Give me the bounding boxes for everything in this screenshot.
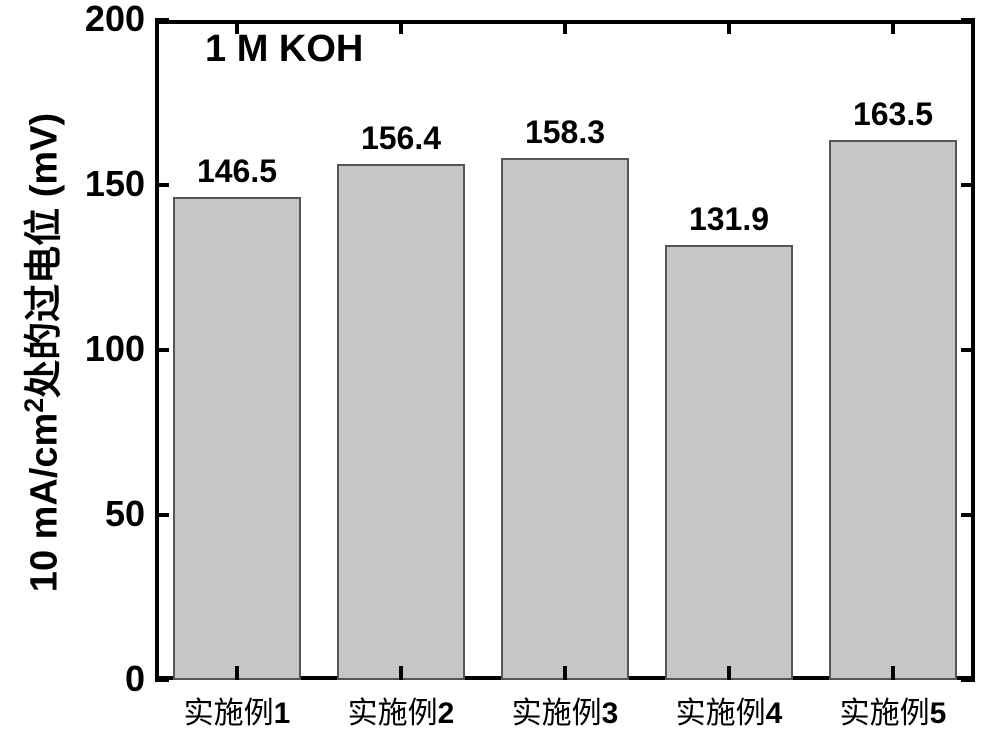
x-tick-mark [727, 666, 731, 680]
x-tick-label: 实施例4 [647, 688, 811, 732]
x-tick-mark [563, 20, 567, 34]
y-axis-label: 10 mA/cm2处的过电位 (mV) [13, 23, 68, 683]
y-tick-label: 0 [65, 658, 145, 700]
bar [665, 245, 793, 680]
y-tick-mark [961, 18, 975, 22]
x-tick-label: 实施例3 [483, 688, 647, 732]
x-tick-label: 实施例5 [811, 688, 975, 732]
y-tick-mark [961, 183, 975, 187]
bar [173, 197, 301, 680]
y-tick-mark [155, 348, 169, 352]
bar-value-label: 158.3 [481, 114, 649, 151]
chart-annotation: 1 M KOH [205, 28, 363, 71]
x-tick-mark [235, 20, 239, 34]
bar-value-label: 156.4 [317, 120, 485, 157]
y-tick-mark [155, 513, 169, 517]
y-tick-mark [155, 18, 169, 22]
y-tick-label: 50 [65, 493, 145, 535]
y-tick-label: 100 [65, 328, 145, 370]
y-tick-label: 150 [65, 163, 145, 205]
x-tick-mark [399, 666, 403, 680]
x-tick-label: 实施例1 [155, 688, 319, 732]
x-tick-mark [563, 666, 567, 680]
bar [829, 140, 957, 680]
x-tick-mark [727, 20, 731, 34]
x-tick-mark [235, 666, 239, 680]
bar [501, 158, 629, 680]
x-tick-label: 实施例2 [319, 688, 483, 732]
y-tick-mark [155, 678, 169, 682]
y-tick-mark [961, 513, 975, 517]
bar-value-label: 163.5 [809, 96, 977, 133]
chart-container: 10 mA/cm2处的过电位 (mV) 1 M KOH 0 50 100 150 200… [0, 0, 1000, 744]
x-tick-mark [891, 666, 895, 680]
bar [337, 164, 465, 680]
x-tick-mark [399, 20, 403, 34]
bar-value-label: 146.5 [153, 153, 321, 190]
bar-value-label: 131.9 [645, 201, 813, 238]
y-tick-mark [961, 348, 975, 352]
y-tick-mark [961, 678, 975, 682]
y-tick-label: 200 [65, 0, 145, 40]
x-tick-mark [891, 20, 895, 34]
